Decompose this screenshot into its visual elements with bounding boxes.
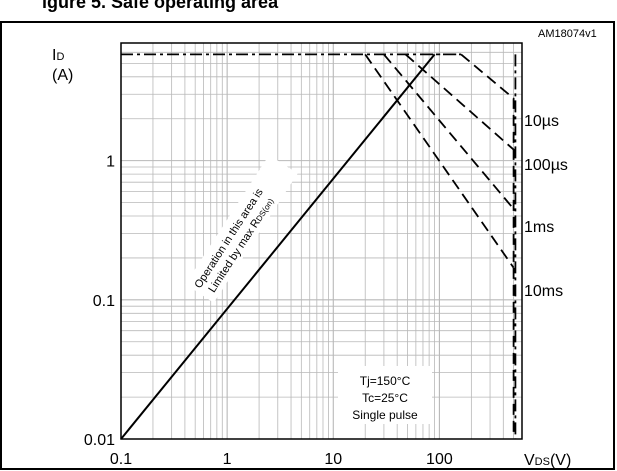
curve-label-10us: 10µs bbox=[524, 113, 559, 130]
figure-code: AM18074v1 bbox=[538, 28, 597, 40]
x-tick-label: 10 bbox=[324, 451, 342, 468]
x-tick-label: 1 bbox=[223, 451, 232, 468]
y-axis-label: ID bbox=[52, 47, 64, 64]
curve-label-1ms: 1ms bbox=[524, 219, 554, 236]
series-line-2 bbox=[461, 54, 513, 436]
x-tick-label: 0.1 bbox=[110, 451, 132, 468]
x-tick-label: 100 bbox=[426, 451, 453, 468]
series-layer bbox=[121, 54, 515, 439]
series-line-4 bbox=[384, 54, 514, 209]
condition-tj: Tj=150°C bbox=[360, 374, 411, 388]
plot-area bbox=[121, 43, 522, 439]
curve-label-10ms: 10ms bbox=[524, 283, 563, 300]
series-line-3 bbox=[406, 54, 514, 149]
y-tick-label: 1 bbox=[106, 154, 115, 171]
curve-label-100us: 100µs bbox=[524, 157, 568, 174]
condition-tc: Tc=25°C bbox=[362, 391, 408, 405]
grid bbox=[121, 43, 522, 439]
condition-pulse: Single pulse bbox=[352, 408, 418, 422]
y-axis-unit: (A) bbox=[52, 67, 73, 84]
x-axis-label: VDS(V) bbox=[524, 452, 571, 469]
y-tick-label: 0.1 bbox=[93, 293, 115, 310]
rdson-annotation: Operation in this area is Limited by max… bbox=[185, 155, 297, 303]
figure-title: igure 5. Safe operating area bbox=[42, 0, 279, 12]
y-tick-label: 0.01 bbox=[84, 432, 115, 449]
conditions-box: Tj=150°C Tc=25°C Single pulse bbox=[338, 366, 432, 424]
